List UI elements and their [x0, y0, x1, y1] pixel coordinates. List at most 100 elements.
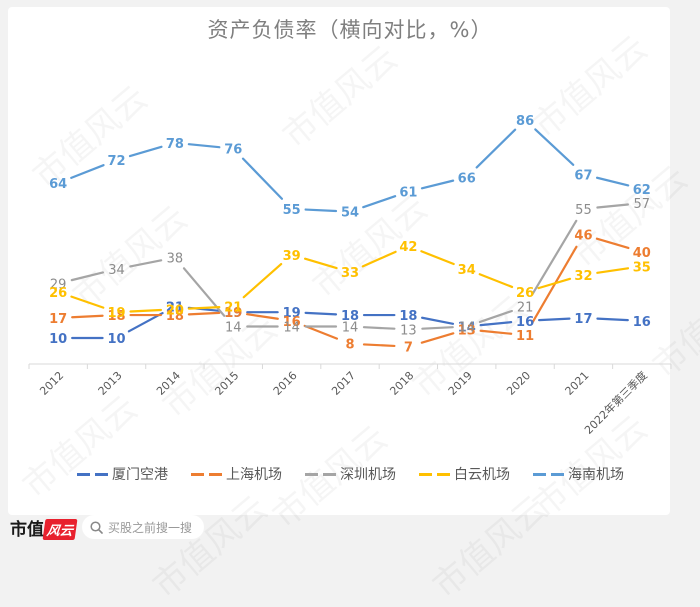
x-axis-label: 2016: [271, 369, 300, 398]
data-label: 42: [399, 240, 417, 255]
data-label: 78: [166, 137, 184, 152]
series-line-segment: [479, 329, 513, 335]
legend-item[interactable]: 深圳机场: [304, 464, 396, 484]
data-label: 26: [516, 286, 534, 301]
data-label: 16: [283, 315, 301, 330]
series-line-segment: [303, 324, 339, 340]
brand-text: 市值: [10, 519, 44, 540]
series-line-segment: [420, 332, 455, 344]
series-line-segment: [71, 314, 104, 319]
data-label: 38: [167, 252, 184, 267]
x-axis-label: 2017: [329, 369, 358, 398]
legend-label: 厦门空港: [112, 467, 168, 483]
x-axis-label: 2013: [96, 369, 125, 398]
x-axis-label: 2014: [154, 369, 183, 398]
search-placeholder: 买股之前搜一搜: [108, 520, 193, 535]
series-line-segment: [129, 308, 163, 313]
data-label: 18: [399, 309, 417, 324]
series-line-segment: [70, 295, 105, 309]
scrollbar-area: [672, 0, 700, 551]
data-label: 19: [283, 306, 301, 321]
data-label: 7: [404, 341, 413, 356]
data-label: 13: [458, 323, 476, 338]
series-line-segment: [531, 219, 578, 296]
data-label: 18: [166, 309, 184, 324]
data-label: 14: [458, 321, 475, 336]
search-icon: [90, 520, 103, 534]
legend-item[interactable]: 白云机场: [418, 464, 510, 484]
data-label: 32: [574, 269, 592, 284]
series-line-segment: [479, 321, 513, 327]
data-label: 76: [224, 143, 242, 158]
data-label: 55: [283, 203, 301, 218]
brand-badge: 风云: [42, 518, 78, 540]
search-box[interactable]: 买股之前搜一搜: [82, 515, 205, 539]
chart-title: 资产负债率（横向对比，%）: [207, 18, 493, 42]
data-label: 17: [49, 312, 67, 327]
data-label: 21: [224, 300, 242, 315]
series-line-segment: [421, 326, 454, 330]
series-line-segment: [537, 277, 572, 290]
series-line-segment: [246, 313, 279, 320]
legend-label: 上海机场: [226, 467, 282, 483]
series-line-segment: [478, 273, 514, 289]
chart-card: [8, 7, 670, 515]
series-line-segment: [362, 343, 396, 348]
legend-item[interactable]: 上海机场: [190, 464, 282, 484]
series-line-segment: [70, 164, 105, 179]
x-axis-label: 2022年第三季度: [581, 368, 650, 437]
data-label: 14: [225, 321, 242, 336]
series-line-segment: [187, 143, 221, 149]
x-axis-label: 2021: [563, 369, 592, 398]
data-label: 34: [108, 263, 125, 278]
data-label: 72: [107, 154, 125, 169]
series-line-segment: [70, 271, 105, 282]
data-label: 10: [49, 332, 67, 347]
legend-item[interactable]: 厦门空港: [76, 464, 168, 484]
data-label: 13: [400, 323, 417, 338]
series-line-segment: [421, 316, 455, 325]
data-label: 66: [458, 171, 476, 186]
data-label: 10: [107, 332, 125, 347]
data-label: 14: [342, 321, 359, 336]
series-line-segment: [537, 317, 571, 322]
x-axis-label: 2015: [212, 369, 241, 398]
series-line-segment: [534, 128, 575, 166]
data-label: 17: [574, 312, 592, 327]
series-line-segment: [596, 317, 629, 322]
legend-label: 深圳机场: [340, 467, 396, 483]
data-label: 19: [224, 306, 242, 321]
x-axis-label: 2020: [504, 369, 533, 398]
data-label: 16: [516, 315, 534, 330]
series-line-segment: [304, 311, 338, 316]
data-label: 20: [166, 303, 184, 318]
data-label: 55: [575, 203, 592, 218]
series-line-segment: [595, 237, 630, 250]
legend-item[interactable]: 海南机场: [532, 464, 624, 484]
chart-legend: 厦门空港 上海机场 深圳机场 白云机场 海南机场: [0, 464, 700, 484]
data-label: 29: [50, 277, 67, 292]
series-line-segment: [304, 208, 338, 213]
series-line-segment: [596, 203, 629, 209]
data-label: 14: [458, 321, 476, 336]
series-line-segment: [187, 306, 221, 310]
series-line-segment: [242, 262, 283, 299]
data-label: 61: [399, 186, 417, 201]
series-line-segment: [241, 157, 283, 200]
series-line-segment: [128, 145, 163, 158]
data-label: 19: [224, 306, 242, 321]
data-label: 86: [516, 114, 534, 129]
series-line-segment: [420, 250, 455, 266]
series-line-segment: [187, 311, 221, 316]
series-line-segment: [362, 326, 396, 330]
x-axis-label: 2019: [446, 369, 475, 398]
data-label: 34: [458, 263, 476, 278]
series-line-segment: [478, 309, 513, 324]
series-line-segment: [129, 259, 163, 268]
data-label: 39: [283, 249, 301, 264]
x-axis-label: 2018: [387, 369, 416, 398]
line-chart: 2012 2013 2014 2015 2016 2017 2018 2019 2020 2021…: [28, 114, 672, 437]
data-label: 46: [574, 229, 592, 244]
brand-logo[interactable]: 市值 风云: [10, 515, 78, 540]
legend-dash-icon: [190, 472, 224, 476]
